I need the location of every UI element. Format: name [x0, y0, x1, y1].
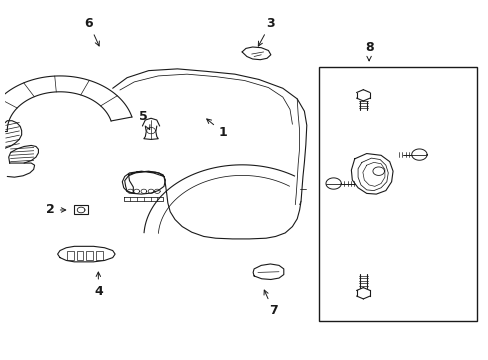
FancyBboxPatch shape: [96, 251, 102, 260]
FancyBboxPatch shape: [318, 67, 476, 321]
FancyBboxPatch shape: [86, 251, 93, 260]
Text: 3: 3: [258, 17, 275, 46]
Text: 2: 2: [46, 203, 65, 216]
Text: 6: 6: [84, 17, 99, 46]
FancyBboxPatch shape: [77, 251, 83, 260]
FancyBboxPatch shape: [74, 206, 88, 214]
Text: 5: 5: [139, 110, 150, 130]
Text: 4: 4: [94, 272, 102, 298]
Text: 8: 8: [364, 41, 373, 61]
Text: 1: 1: [206, 119, 227, 139]
Text: 7: 7: [264, 290, 277, 317]
FancyBboxPatch shape: [67, 251, 74, 260]
